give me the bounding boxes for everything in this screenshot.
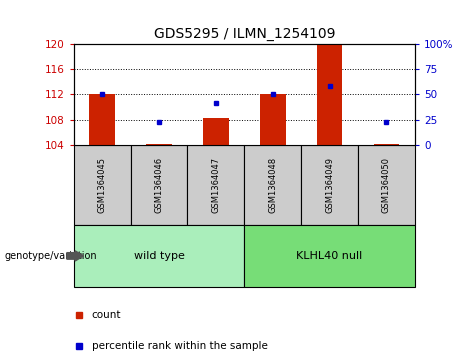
- Text: GSM1364045: GSM1364045: [98, 157, 106, 213]
- Bar: [146, 144, 172, 145]
- Bar: [188, 145, 244, 225]
- Text: count: count: [92, 310, 121, 319]
- Text: genotype/variation: genotype/variation: [5, 251, 97, 261]
- Bar: [260, 94, 285, 145]
- Text: percentile rank within the sample: percentile rank within the sample: [92, 340, 267, 351]
- Title: GDS5295 / ILMN_1254109: GDS5295 / ILMN_1254109: [154, 27, 335, 41]
- Text: GSM1364048: GSM1364048: [268, 157, 277, 213]
- Text: GSM1364050: GSM1364050: [382, 157, 391, 213]
- Bar: [74, 145, 130, 225]
- Text: GSM1364046: GSM1364046: [154, 157, 164, 213]
- Text: KLHL40 null: KLHL40 null: [296, 251, 363, 261]
- Text: GSM1364047: GSM1364047: [212, 157, 220, 213]
- Bar: [358, 145, 415, 225]
- Bar: [301, 145, 358, 225]
- Bar: [244, 225, 415, 287]
- Bar: [317, 44, 343, 145]
- Bar: [374, 144, 399, 145]
- Bar: [130, 145, 188, 225]
- Bar: [244, 145, 301, 225]
- Bar: [203, 118, 229, 145]
- Bar: [74, 225, 244, 287]
- Text: wild type: wild type: [134, 251, 184, 261]
- Text: GSM1364049: GSM1364049: [325, 157, 334, 213]
- Bar: [89, 94, 115, 145]
